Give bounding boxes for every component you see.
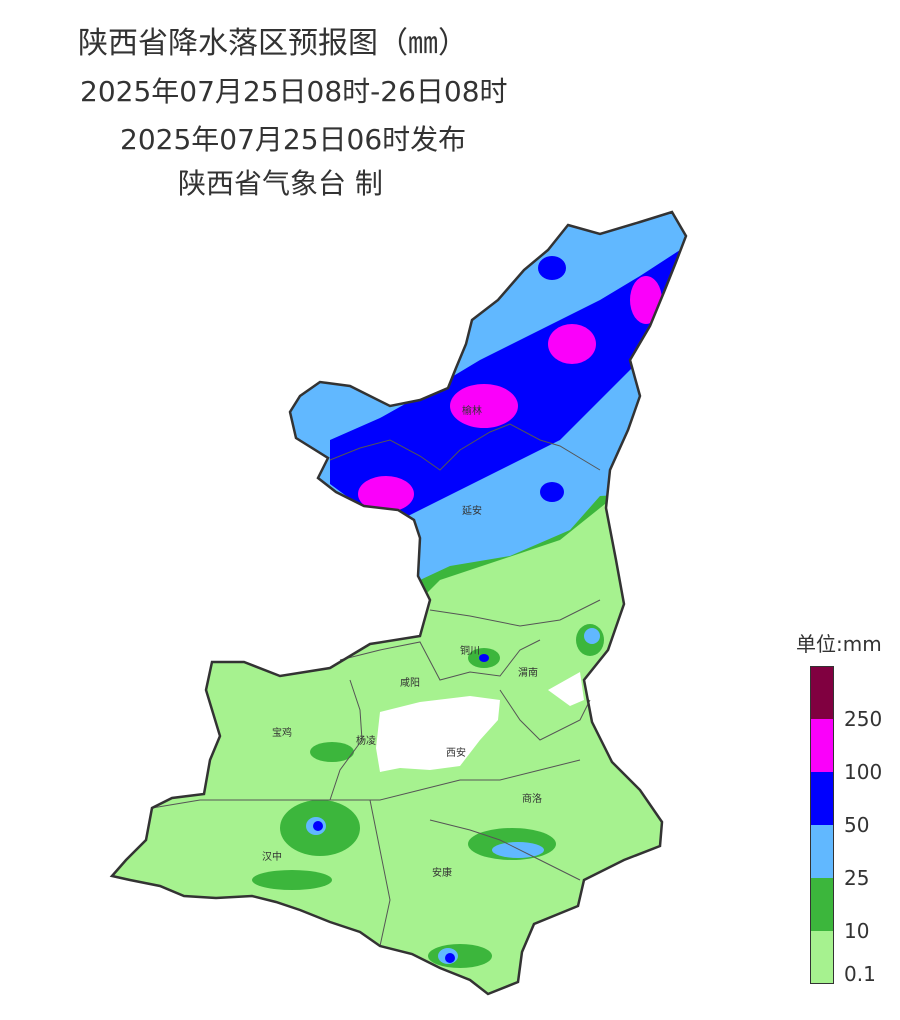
legend-label-25: 25 <box>844 866 870 890</box>
legend-swatch-50 <box>810 772 834 825</box>
legend-label-10: 10 <box>844 919 870 943</box>
legend-swatch-0.1 <box>810 931 834 984</box>
legend-swatch-10 <box>810 878 834 931</box>
blob-50-tongchuan <box>479 654 489 662</box>
blob-100-yulin <box>450 384 518 428</box>
blob-100-ne <box>630 276 662 324</box>
blob-10-south <box>428 944 492 968</box>
band-50 <box>330 250 686 520</box>
city-label-yanan: 延安 <box>462 504 482 517</box>
blob-10-hz2 <box>252 870 332 890</box>
legend-swatch-250 <box>810 666 834 719</box>
blob-50-top <box>538 256 566 280</box>
legend-label-100: 100 <box>844 760 883 784</box>
city-label-weinan: 渭南 <box>518 666 538 679</box>
legend-label-0.1: 0.1 <box>844 962 876 986</box>
blob-100-north <box>548 324 596 364</box>
city-label-yulin: 榆林 <box>462 404 482 417</box>
blob-100-west <box>358 476 414 512</box>
precip-fill <box>112 212 686 994</box>
city-label-xianyang: 咸阳 <box>400 677 420 689</box>
blob-50-yanan <box>540 482 564 502</box>
city-label-tongchuan: 铜川 <box>460 645 480 657</box>
legend-title: 单位:mm <box>796 632 882 656</box>
map-title: 陕西省降水落区预报图（㎜） <box>78 26 468 61</box>
precipitation-map: 榆林 延安 铜川 渭南 咸阳 宝鸡 杨凌 西安 商洛 汉中 安康 <box>110 210 688 996</box>
city-label-hanzhong: 汉中 <box>262 850 282 863</box>
city-label-baoji: 宝鸡 <box>272 726 292 739</box>
forecast-period: 2025年07月25日08时-26日08时 <box>80 75 508 108</box>
legend-label-50: 50 <box>844 813 870 837</box>
legend: 单位:mm 250 100 50 25 10 0.1 <box>790 628 900 1008</box>
legend-swatch-25 <box>810 825 834 878</box>
legend-label-250: 250 <box>844 707 883 731</box>
blob-50-hanzhong <box>313 821 323 831</box>
blob-25-shangluo <box>492 842 544 858</box>
blob-50-south <box>445 953 455 963</box>
blob-10-baoji <box>310 742 354 762</box>
city-label-yangling: 杨凌 <box>356 734 376 747</box>
city-labels: 榆林 延安 铜川 渭南 咸阳 宝鸡 杨凌 西安 商洛 汉中 安康 <box>262 404 542 879</box>
legend-swatch-100 <box>810 719 834 772</box>
no-rain-xian <box>376 696 500 772</box>
producer: 陕西省气象台 制 <box>178 167 383 200</box>
city-label-ankang: 安康 <box>432 866 452 879</box>
city-label-shangluo: 商洛 <box>522 792 542 805</box>
no-rain-weinan <box>548 672 584 706</box>
blob-25-weinan-e <box>584 628 600 644</box>
prefecture-boundaries <box>151 423 601 947</box>
city-label-xian: 西安 <box>446 746 466 759</box>
issue-time: 2025年07月25日06时发布 <box>120 123 467 156</box>
